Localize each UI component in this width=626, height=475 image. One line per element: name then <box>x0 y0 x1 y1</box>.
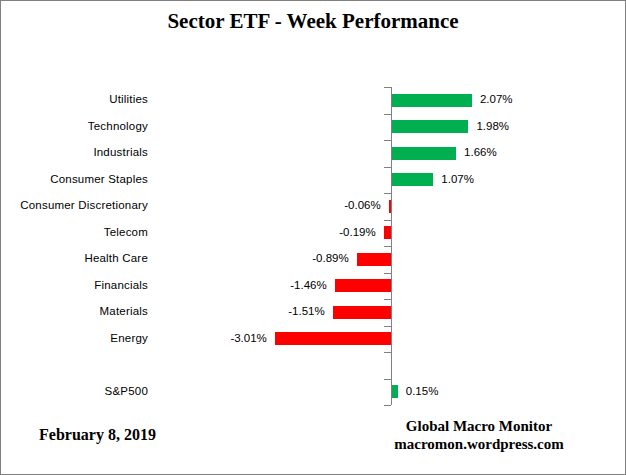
chart-credit: Global Macro Monitor macromon.wordpress.… <box>361 417 597 453</box>
axis-tick <box>384 379 391 380</box>
axis-tick <box>384 140 391 141</box>
bar <box>389 200 391 213</box>
bar <box>333 306 391 319</box>
axis-tick <box>384 246 391 247</box>
bar <box>392 173 433 186</box>
bar <box>275 332 391 345</box>
axis-tick <box>384 193 391 194</box>
category-label: Industrials <box>1 146 148 158</box>
category-label: Technology <box>1 120 148 132</box>
category-label: Utilities <box>1 93 148 105</box>
bar <box>335 279 391 292</box>
value-label: 1.66% <box>464 146 497 158</box>
bar-chart-plot-area: Utilities 2.07% Technology 1.98% Industrials… <box>1 1 626 475</box>
value-label: -0.89% <box>312 252 348 264</box>
axis-tick <box>384 299 391 300</box>
bar <box>357 253 391 266</box>
y-axis-line <box>391 87 392 405</box>
category-label: Consumer Staples <box>1 173 148 185</box>
value-label: -0.06% <box>344 199 380 211</box>
bar <box>384 226 391 239</box>
chart-date: February 8, 2019 <box>39 426 156 444</box>
category-label: Health Care <box>1 252 148 264</box>
axis-tick <box>384 87 391 88</box>
value-label: 0.15% <box>406 385 439 397</box>
category-label: Telecom <box>1 226 148 238</box>
value-label: -0.19% <box>339 226 375 238</box>
axis-tick <box>384 114 391 115</box>
axis-tick <box>384 220 391 221</box>
credit-line-1: Global Macro Monitor <box>361 417 597 435</box>
value-label: 2.07% <box>480 93 513 105</box>
category-label: S&P500 <box>1 385 148 397</box>
credit-line-2: macromon.wordpress.com <box>361 435 597 453</box>
bar <box>392 385 398 398</box>
value-label: 1.07% <box>441 173 474 185</box>
axis-tick <box>384 326 391 327</box>
category-label: Consumer Discretionary <box>1 199 148 211</box>
category-label: Energy <box>1 332 148 344</box>
bar <box>392 147 456 160</box>
value-label: -1.46% <box>290 279 326 291</box>
axis-tick <box>384 273 391 274</box>
axis-tick <box>384 352 391 353</box>
bar <box>392 94 472 107</box>
chart-canvas: Sector ETF - Week Performance Utilities2… <box>0 0 626 475</box>
value-label: 1.98% <box>476 120 509 132</box>
category-label: Financials <box>1 279 148 291</box>
bar <box>392 120 468 133</box>
category-label: Materials <box>1 305 148 317</box>
value-label: -3.01% <box>230 332 266 344</box>
axis-tick <box>384 405 391 406</box>
value-label: -1.51% <box>288 305 324 317</box>
axis-tick <box>384 167 391 168</box>
